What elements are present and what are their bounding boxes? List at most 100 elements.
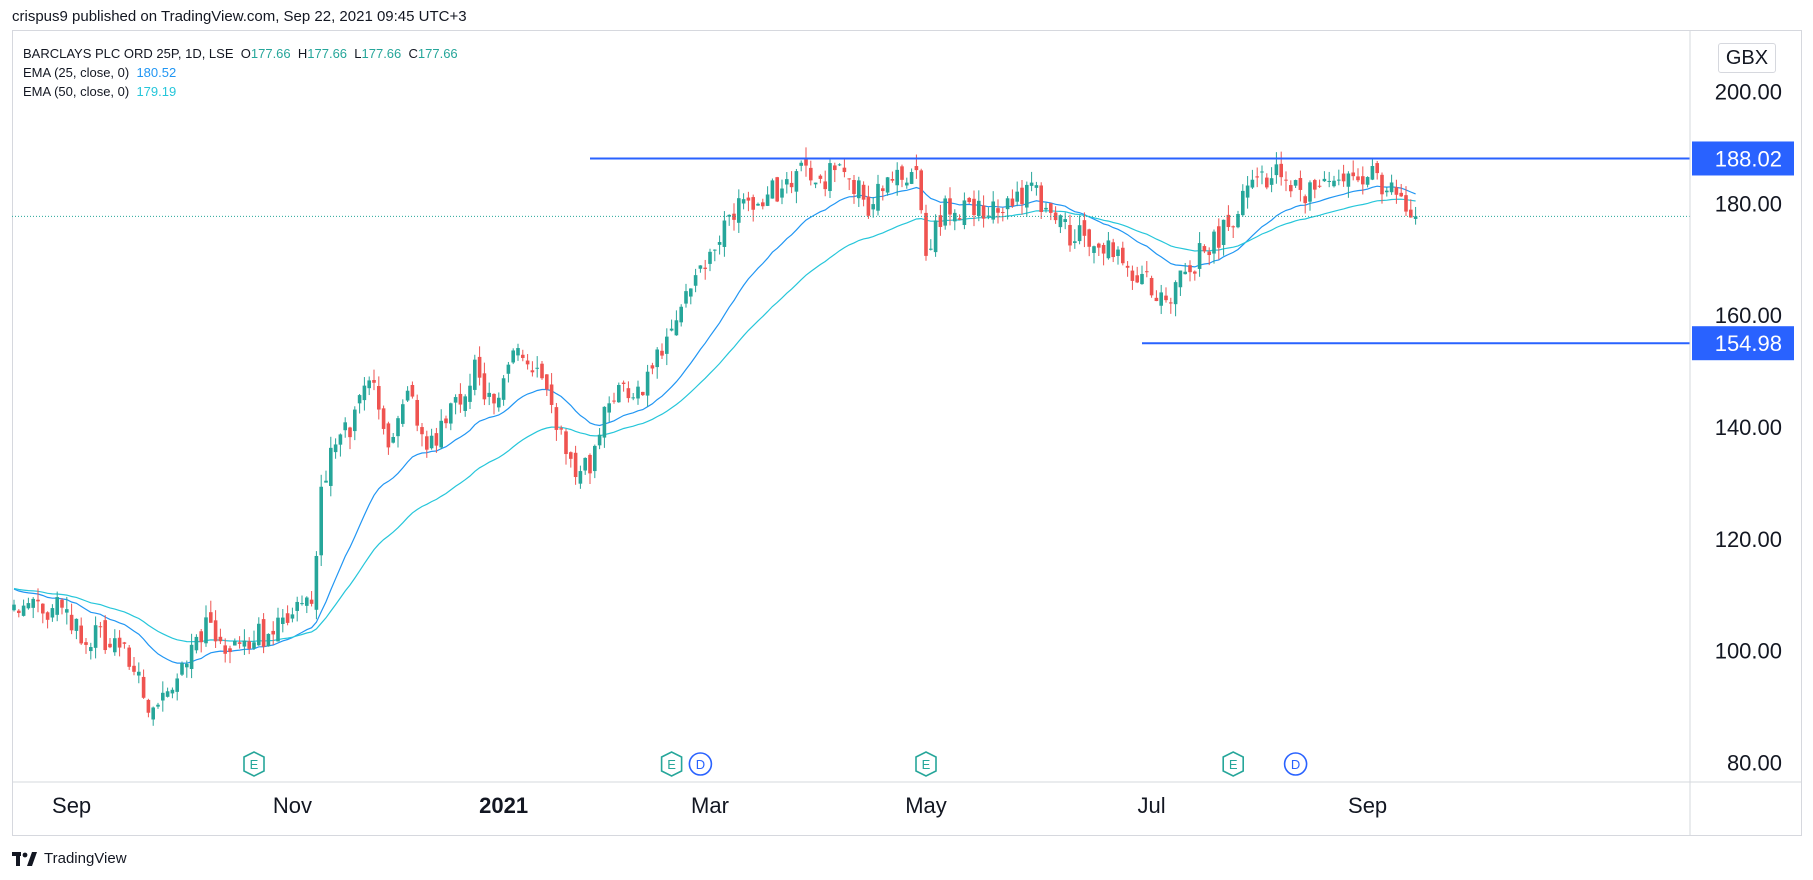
candle-body xyxy=(914,166,919,171)
candle-body xyxy=(521,354,525,358)
candle-body xyxy=(487,392,491,397)
candle-body xyxy=(1241,190,1245,216)
candle-body xyxy=(967,197,971,203)
candle-body xyxy=(1164,295,1168,301)
candle-body xyxy=(895,169,899,186)
candle-body xyxy=(122,642,127,644)
candle-body xyxy=(636,386,640,399)
candle-body xyxy=(1260,171,1264,173)
ema50-line xyxy=(13,198,1416,643)
candle-body xyxy=(1092,246,1096,253)
candle-body xyxy=(396,418,400,437)
candle-body xyxy=(1082,220,1087,236)
candle-body xyxy=(650,365,655,369)
candle-body xyxy=(1274,164,1279,176)
candle-body xyxy=(1005,198,1010,210)
candle-body xyxy=(1202,246,1207,252)
candle-body xyxy=(823,181,827,190)
candle-body xyxy=(1409,209,1413,218)
candle-body xyxy=(1399,192,1403,197)
candle-body xyxy=(674,320,679,336)
candle-body xyxy=(1375,163,1379,174)
candle-body xyxy=(938,215,943,227)
candle-body xyxy=(621,382,626,384)
candle-body xyxy=(372,380,376,383)
legend-close-value: 177.66 xyxy=(417,46,458,61)
candle-body xyxy=(333,444,338,453)
candle-body xyxy=(74,618,79,631)
candle-body xyxy=(89,647,93,652)
candle-body xyxy=(972,198,976,216)
candle-body xyxy=(79,625,83,644)
candle-body xyxy=(559,428,563,430)
candle-body xyxy=(1389,182,1394,193)
candle-body xyxy=(41,603,45,614)
candle-body xyxy=(266,633,271,647)
candle-body xyxy=(497,397,501,408)
candle-body xyxy=(602,406,607,438)
legend-high-label: H xyxy=(297,46,308,61)
candle-body xyxy=(305,597,309,606)
tradingview-brand[interactable]: TradingView xyxy=(12,850,127,867)
candle-body xyxy=(1029,182,1034,186)
candle-body xyxy=(1221,219,1226,245)
candle-body xyxy=(1154,297,1159,302)
candle-body xyxy=(645,371,650,396)
currency-unit-label[interactable]: GBX xyxy=(1718,43,1776,73)
candle-body xyxy=(981,205,986,219)
candle-body xyxy=(1298,178,1303,190)
legend-ema50-row[interactable]: EMA (50, close, 0) 179.19 xyxy=(23,82,458,101)
candle-body xyxy=(780,188,784,198)
time-tick-label: Sep xyxy=(52,793,91,818)
candle-body xyxy=(348,427,352,438)
legend-ema25-row[interactable]: EMA (25, close, 0) 180.52 xyxy=(23,63,458,82)
candle-body xyxy=(818,175,823,179)
candle-body xyxy=(857,180,861,199)
candle-body xyxy=(1265,177,1269,188)
candle-body xyxy=(924,212,928,256)
candle-body xyxy=(564,431,568,455)
candle-body xyxy=(1356,176,1360,181)
candle-body xyxy=(1044,207,1048,210)
candle-body xyxy=(60,599,64,608)
legend-ohlc-row: BARCLAYS PLC ORD 25P, 1D, LSE O177.66 H1… xyxy=(23,44,458,63)
candle-body xyxy=(684,291,688,304)
candle-body xyxy=(660,350,664,356)
candle-body xyxy=(794,171,799,192)
candle-body xyxy=(909,172,914,184)
candle-body xyxy=(108,643,112,648)
published-caption: crispus9 published on TradingView.com, S… xyxy=(12,8,467,25)
candle-body xyxy=(1284,179,1288,181)
candle-body xyxy=(530,370,535,373)
candle-body xyxy=(65,609,69,613)
candle-body xyxy=(329,447,333,486)
candle-body xyxy=(285,613,290,623)
candle-body xyxy=(1121,247,1125,264)
candle-body xyxy=(1385,190,1389,193)
chart-frame[interactable] xyxy=(12,30,1802,836)
candle-body xyxy=(588,454,592,474)
candle-body xyxy=(996,208,1000,213)
candle-body xyxy=(713,249,717,251)
candle-body xyxy=(545,374,549,390)
candle-body xyxy=(727,214,731,217)
candle-body xyxy=(948,198,952,215)
candle-body xyxy=(501,378,506,400)
candle-body xyxy=(1149,277,1154,296)
earnings-event-label: E xyxy=(250,757,259,772)
candle-body xyxy=(218,636,223,642)
candle-body xyxy=(626,388,631,399)
candle-body xyxy=(1135,275,1139,283)
candle-body xyxy=(276,617,280,642)
time-tick-label: Jul xyxy=(1138,793,1166,818)
candle-body xyxy=(482,373,487,400)
dividend-event-label: D xyxy=(1291,757,1300,772)
candle-body xyxy=(833,165,837,171)
candle-body xyxy=(213,620,218,642)
candle-body xyxy=(453,397,458,403)
candle-body xyxy=(593,445,597,472)
candle-body xyxy=(223,645,227,654)
legend-low-label: L xyxy=(354,46,362,61)
candle-body xyxy=(1125,265,1130,268)
